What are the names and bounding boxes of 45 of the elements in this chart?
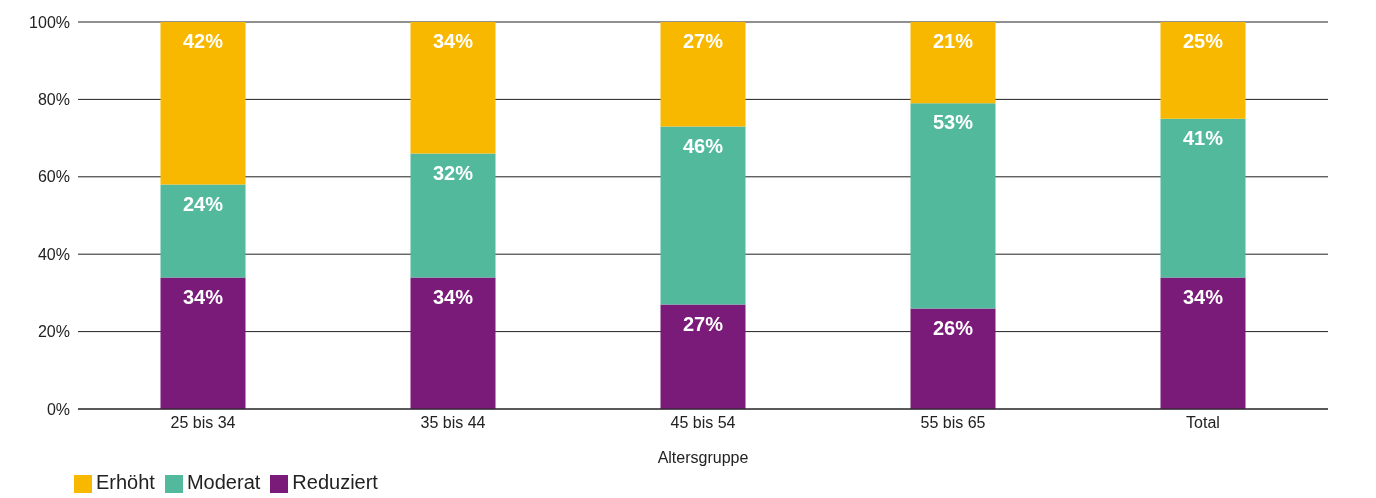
y-tick-label: 40%	[37, 245, 70, 263]
data-label: 41%	[1182, 126, 1224, 149]
data-label: 53%	[932, 111, 974, 134]
data-label: 25%	[1182, 30, 1224, 53]
data-label: 34%	[432, 285, 474, 308]
data-label: 34%	[182, 285, 224, 308]
bar	[910, 103, 996, 309]
x-tick-label: 55 bis 65	[920, 414, 986, 432]
bar	[410, 277, 496, 409]
data-label: 42%	[182, 30, 224, 53]
bar	[410, 153, 496, 278]
x-tick-label: 25 bis 34	[170, 414, 236, 432]
data-label: 24%	[182, 192, 224, 215]
legend-label: Reduziert	[292, 471, 378, 493]
bar	[660, 304, 746, 409]
y-tick-label: 80%	[37, 91, 70, 109]
data-label: 27%	[682, 30, 724, 53]
bar	[160, 184, 246, 278]
data-label: 26%	[932, 316, 974, 339]
y-tick-label: 0%	[46, 400, 70, 418]
bar	[660, 126, 746, 305]
bar	[660, 22, 746, 127]
data-label: 46%	[682, 134, 724, 157]
x-tick-label: 35 bis 44	[420, 414, 486, 432]
y-tick-label: 20%	[37, 323, 70, 341]
data-label: 34%	[1182, 285, 1224, 308]
bar	[1160, 277, 1246, 409]
bar	[160, 22, 246, 185]
bar	[1160, 118, 1246, 278]
data-label: 27%	[682, 312, 724, 335]
bar	[410, 22, 496, 154]
data-label: 32%	[432, 161, 474, 184]
bar	[160, 277, 246, 409]
x-tick-label: Total	[1186, 414, 1220, 432]
x-tick-label: 45 bis 54	[670, 414, 736, 432]
y-tick-label: 60%	[37, 168, 70, 186]
bar	[1160, 22, 1246, 119]
y-tick-label: 100%	[29, 13, 70, 31]
bar	[910, 308, 996, 409]
data-label: 34%	[432, 30, 474, 53]
bar	[910, 22, 996, 104]
data-label: 21%	[932, 30, 974, 53]
x-axis-title: Altersgruppe	[657, 449, 749, 466]
legend-label: Moderat	[186, 471, 261, 493]
legend-label: Erhöht	[96, 471, 155, 493]
